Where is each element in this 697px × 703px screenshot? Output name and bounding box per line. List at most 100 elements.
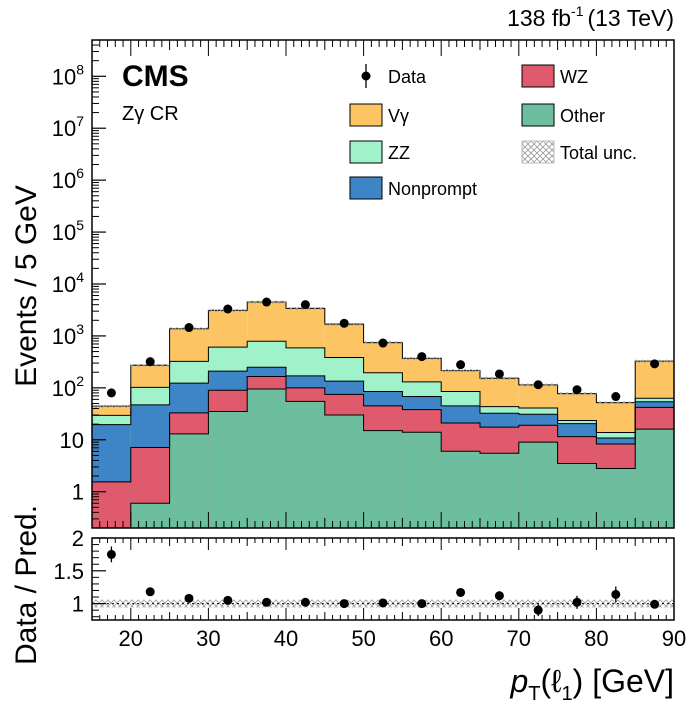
y-tick-label-8: 108 (52, 61, 84, 89)
ratio-point-9 (456, 587, 466, 597)
ratio-point-14 (650, 599, 660, 609)
legend-swatch-totalunc (521, 140, 555, 164)
x-tick-label-1: 30 (196, 626, 220, 651)
ratio-point-4 (262, 597, 272, 607)
unc-band-bin-9 (441, 369, 480, 372)
y-tick-label-4: 104 (52, 269, 84, 297)
bar-other-bin-8 (402, 432, 442, 528)
data-points (106, 297, 660, 402)
ratio-point-1 (145, 587, 155, 597)
ratio-axes: 1 1.5 2 20 30 40 50 60 70 80 90 (53, 526, 686, 651)
legend-label-other: Other (560, 106, 605, 126)
data-point-9 (456, 360, 466, 370)
lumi-value: 138 fb (507, 5, 571, 31)
ratio-point-12 (572, 597, 582, 607)
legend-swatch-other (521, 103, 555, 127)
x-tick-label-2: 40 (274, 626, 298, 651)
data-point-2 (184, 323, 194, 333)
stack-outline-wz (92, 376, 674, 483)
bar-other-bin-14 (635, 429, 674, 528)
stack-outline-other (130, 388, 674, 528)
legend: Data WZ Vγ Other ZZ Total unc. Nonprompt (349, 64, 637, 200)
ratio-point-13 (611, 589, 621, 599)
ratio-points (106, 546, 660, 617)
bar-other-bin-6 (324, 415, 364, 528)
legend-label-nonprompt: Nonprompt (388, 179, 477, 199)
legend-label-totalunc: Total unc. (560, 143, 637, 163)
legend-swatch-zz (349, 140, 383, 164)
ratio-point-5 (300, 597, 310, 607)
lumi-exponent: -1 (571, 3, 584, 19)
y-tick-label-6: 106 (52, 165, 84, 193)
legend-swatch-nonprompt (349, 176, 383, 200)
bar-other-bin-13 (596, 468, 636, 528)
bar-other-bin-3 (208, 411, 248, 528)
y-tick-label-3: 103 (52, 321, 84, 349)
ratio-point-11 (533, 605, 543, 615)
data-point-11 (533, 380, 543, 390)
legend-label-zz: ZZ (388, 143, 410, 163)
energy-label: (13 TeV) (587, 5, 674, 31)
lumi-label: 138 fb-1 (13 TeV) (507, 3, 674, 31)
ratio-y-tick-label-2: 2 (72, 526, 84, 551)
ratio-point-3 (223, 595, 233, 605)
ratio-y-tick-label-1: 1.5 (53, 559, 84, 584)
data-point-0 (106, 388, 116, 398)
ratio-point-2 (184, 593, 194, 603)
ratio-plot-frame (91, 537, 675, 621)
ratio-point-10 (494, 591, 504, 601)
main-axes: 1 10 102 103 104 105 106 107 108 (52, 40, 667, 528)
x-axis-title: pT(ℓ1) [GeV] (510, 663, 675, 703)
data-point-14 (650, 359, 660, 369)
x-title-var: p (510, 663, 529, 699)
data-point-12 (572, 385, 582, 395)
legend-label-data: Data (388, 67, 427, 87)
data-point-13 (611, 392, 621, 402)
bar-other-bin-10 (480, 453, 519, 528)
bar-other-bin-12 (557, 463, 597, 528)
region-label: Zγ CR (122, 103, 179, 125)
ratio-point-8 (417, 599, 427, 609)
x-tick-label-5: 70 (507, 626, 531, 651)
data-point-7 (378, 338, 388, 348)
data-point-1 (145, 357, 155, 367)
stack-outline-nonprompt (92, 366, 674, 439)
unc-band-bin-0 (92, 404, 131, 408)
x-title-argsub: 1 (562, 683, 573, 703)
y-axis-title: Events / 5 GeV (10, 185, 43, 387)
x-tick-label-6: 80 (584, 626, 608, 651)
data-point-3 (223, 304, 233, 314)
legend-label-wz: WZ (560, 67, 588, 87)
x-title-unit: ) [GeV] (573, 663, 674, 699)
y-tick-label-2: 102 (52, 373, 84, 401)
data-point-8 (417, 352, 427, 362)
cms-label: CMS (122, 60, 189, 93)
data-point-5 (300, 300, 310, 310)
ratio-point-7 (378, 598, 388, 608)
x-tick-label-0: 20 (119, 626, 143, 651)
bar-other-bin-1 (130, 503, 170, 528)
ratio-y-tick-label-0: 1 (72, 592, 84, 617)
y-tick-label-7: 107 (52, 113, 84, 141)
bar-other-bin-5 (286, 401, 325, 528)
ratio-point-6 (339, 599, 349, 609)
bar-other-bin-11 (518, 442, 558, 528)
data-point-6 (339, 318, 349, 328)
x-tick-label-3: 50 (351, 626, 375, 651)
x-title-sub: T (528, 683, 540, 703)
stacked-histogram (92, 301, 674, 528)
data-point-10 (494, 369, 504, 379)
bar-wz-bin-0 (92, 481, 131, 528)
legend-swatch-wz (521, 64, 555, 88)
unc-band-bin-13 (596, 401, 636, 405)
x-tick-label-4: 60 (429, 626, 453, 651)
ratio-point-0 (106, 549, 116, 559)
legend-label-v: Vγ (388, 106, 409, 126)
ratio-y-axis-title: Data / Pred. (10, 505, 43, 665)
bar-other-bin-2 (169, 433, 209, 528)
x-title-arg: (ℓ (541, 663, 562, 699)
x-tick-label-7: 90 (662, 626, 686, 651)
bar-other-bin-7 (363, 430, 403, 528)
bar-other-bin-9 (441, 451, 480, 528)
